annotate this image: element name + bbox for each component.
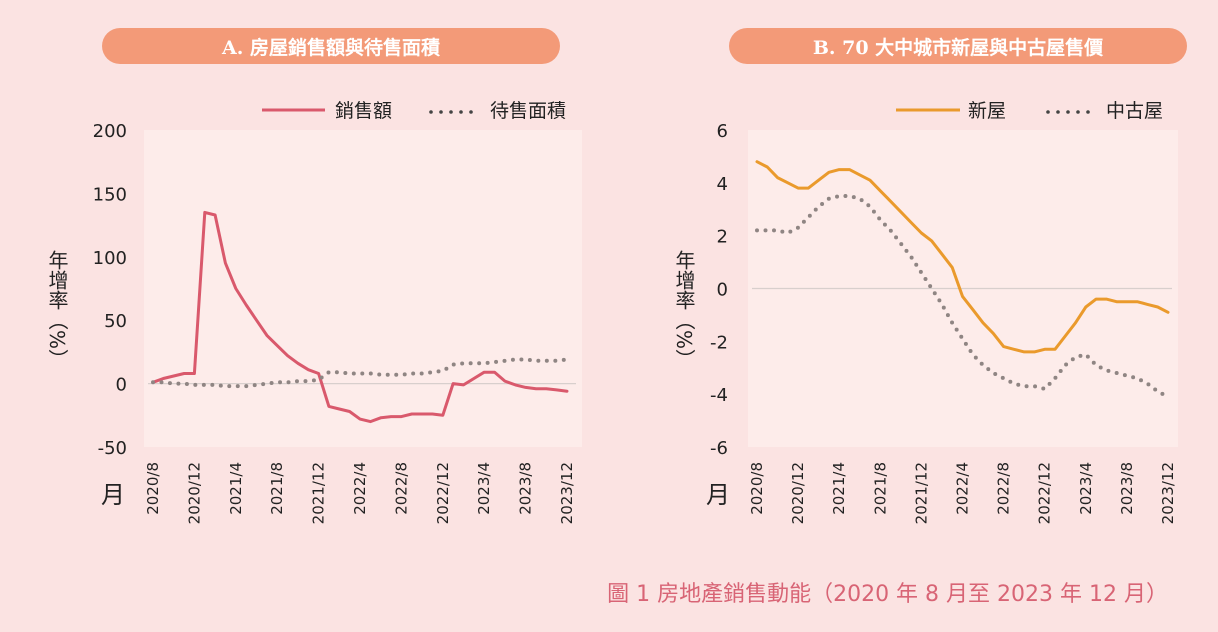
- series-line-中古屋: [755, 194, 1170, 399]
- x-tick-label: 2023/12: [558, 462, 576, 524]
- legend-dot: [1066, 110, 1070, 114]
- y-tick-label: -2: [710, 332, 728, 353]
- x-tick-label: 2020/12: [789, 462, 807, 524]
- x-tick-label: 2021/12: [310, 462, 328, 524]
- chart-b-title: B. 70 大中城市新屋與中古屋售價: [729, 28, 1187, 64]
- y-tick-label: -6: [710, 438, 728, 459]
- legend-dot: [429, 110, 433, 114]
- x-tick-label: 2022/12: [434, 462, 452, 524]
- chart-a: 200 150 100 50 0 -50 年增率（%） 月 2020/8 2020/12 2021/…: [45, 100, 582, 524]
- x-tick-label: 2021/4: [830, 462, 848, 515]
- x-tick-label: 2021/8: [871, 462, 889, 515]
- x-tick-label: 2020/12: [185, 462, 203, 524]
- legend-dot: [469, 110, 473, 114]
- x-tick-label: 2021/12: [912, 462, 930, 524]
- legend: 新屋 中古屋: [896, 100, 1163, 122]
- x-tick-label: 2023/4: [1077, 462, 1095, 515]
- x-axis-label: 月: [706, 481, 730, 509]
- y-tick-label: -50: [98, 438, 127, 459]
- x-tick-label: 2023/4: [475, 462, 493, 515]
- y-tick-label: 0: [717, 280, 728, 301]
- legend-label: 銷售額: [335, 100, 392, 122]
- legend-dot: [1046, 110, 1050, 114]
- legend-dot: [1076, 110, 1080, 114]
- figure-caption: 圖 1 房地產銷售動能（2020 年 8 月至 2023 年 12 月）: [607, 582, 1168, 607]
- x-tick-label: 2023/12: [1159, 462, 1177, 524]
- y-tick-label: 2: [717, 227, 728, 248]
- legend-dot: [1056, 110, 1060, 114]
- x-tick-label: 2022/4: [351, 462, 369, 515]
- x-tick-label: 2021/4: [227, 462, 245, 515]
- series-line-新屋: [755, 160, 1170, 354]
- legend-dot: [449, 110, 453, 114]
- plot-area: [144, 130, 582, 447]
- y-tick-label: 4: [717, 174, 728, 195]
- y-tick-label: 50: [104, 311, 127, 332]
- series-line-待售面積: [151, 357, 569, 389]
- legend-dot: [1086, 110, 1090, 114]
- y-tick-label: -4: [710, 385, 728, 406]
- x-tick-label: 2022/4: [954, 462, 972, 515]
- y-tick-label: 150: [93, 184, 127, 205]
- y-axis-label-text: 年增率（%）: [672, 250, 696, 369]
- legend: 銷售額 待售面積: [262, 100, 566, 122]
- x-tick-label: 2023/8: [1118, 462, 1136, 515]
- y-tick-label: 0: [116, 375, 127, 396]
- legend-label: 新屋: [968, 100, 1006, 122]
- legend-label: 待售面積: [490, 100, 566, 122]
- y-tick-label: 200: [93, 121, 127, 142]
- y-axis-label: 年增率（%）: [45, 250, 69, 369]
- chart-a-title: A. 房屋銷售額與待售面積: [102, 28, 560, 64]
- x-tick-label: 2023/8: [517, 462, 535, 515]
- x-tick-label: 2022/12: [1036, 462, 1054, 524]
- y-tick-label: 100: [93, 248, 127, 269]
- x-tick-label: 2020/8: [748, 462, 766, 515]
- legend-dot: [439, 110, 443, 114]
- y-axis-label: 年增率（%）: [672, 250, 696, 369]
- x-tick-label: 2020/8: [144, 462, 162, 515]
- legend-dot: [459, 110, 463, 114]
- chart-b: 6 4 2 0 -2 -4 -6 年增率（%） 月 2020/8 2020/12 2021/4 2021…: [672, 100, 1178, 524]
- x-tick-label: 2022/8: [392, 462, 410, 515]
- x-tick-label: 2021/8: [268, 462, 286, 515]
- legend-label: 中古屋: [1106, 100, 1163, 122]
- y-axis-label-text: 年增率（%）: [45, 250, 69, 369]
- y-tick-label: 6: [717, 121, 728, 142]
- x-tick-label: 2022/8: [995, 462, 1013, 515]
- x-axis-label: 月: [101, 481, 125, 509]
